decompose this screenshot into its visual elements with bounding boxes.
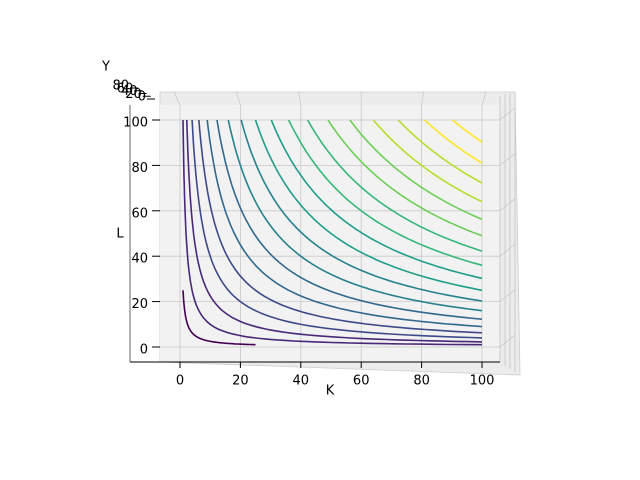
z-tick-label: 60 (117, 81, 134, 96)
y-tick-label: 100 (123, 116, 148, 131)
y-tick-label: 0 (140, 343, 148, 358)
contour-line (452, 119, 483, 143)
contour-line (182, 290, 256, 346)
contour-line (254, 119, 483, 292)
grid-line (160, 198, 516, 212)
y-tick-label: 40 (131, 252, 148, 267)
contour-line (186, 119, 483, 343)
contour-line (372, 119, 483, 203)
y-tick-label: 60 (131, 206, 148, 221)
x-tick-label: 60 (353, 374, 370, 389)
x-axis-label: K (326, 384, 335, 399)
contour-line (206, 119, 483, 328)
contour-line (198, 119, 483, 334)
contour-line (397, 119, 483, 184)
contour-line (191, 119, 483, 339)
contour-line (216, 119, 483, 320)
grid-line (160, 107, 516, 121)
x-tick-label: 40 (293, 374, 310, 389)
contour-line (424, 119, 483, 164)
y-tick-label: 80 (131, 161, 148, 176)
contour-line (227, 119, 483, 312)
grid-line (160, 153, 516, 166)
contour-line (327, 119, 483, 237)
contour-line (287, 119, 483, 267)
grid-line (173, 91, 181, 362)
z-axis-label: Y (101, 60, 110, 75)
grid-line (298, 91, 302, 362)
contour-line (270, 119, 483, 280)
x-tick-label: 100 (470, 374, 495, 389)
contour-line (349, 119, 483, 221)
contour-line (240, 119, 483, 302)
contour-line (306, 119, 483, 252)
contours (182, 119, 483, 346)
x-tick-label: 0 (176, 374, 184, 389)
grid-line (481, 91, 487, 362)
z-tick-label: 0 (138, 90, 146, 105)
grid-line (160, 334, 516, 348)
z-tick-label: 80 (112, 79, 129, 94)
contour-line (182, 119, 483, 346)
x-tick-label: 80 (413, 374, 430, 389)
y-axis-label: L (116, 227, 124, 242)
x-tick-label: 20 (232, 374, 249, 389)
y-tick-label: 20 (131, 297, 148, 312)
